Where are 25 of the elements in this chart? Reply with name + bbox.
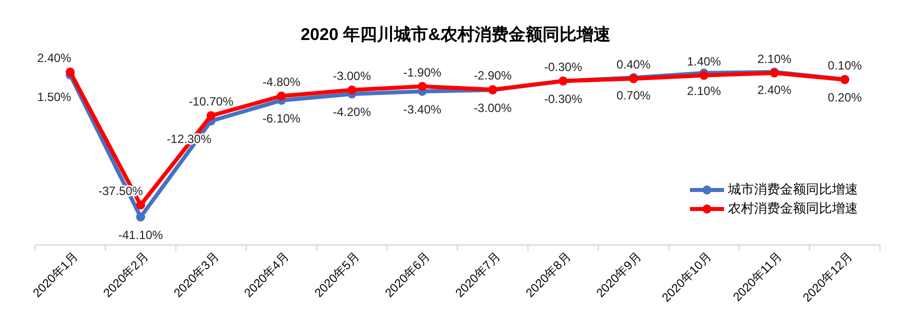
data-label: 2.40% [37, 51, 72, 65]
data-label: 0.70% [616, 88, 651, 103]
data-label: 0.40% [616, 58, 651, 72]
data-label: -3.40% [403, 102, 442, 116]
data-label: 2.10% [686, 84, 722, 98]
data-label: -4.20% [332, 105, 372, 119]
data-label: -41.10% [118, 228, 164, 242]
data-label: -0.30% [544, 60, 582, 74]
data-label: -3.00% [474, 101, 512, 115]
data-label: 0.20% [828, 90, 862, 104]
chart-title: 2020 年四川城市&农村消费金额同比增速 [300, 25, 610, 44]
data-label: -1.90% [403, 65, 442, 80]
legend-label: 城市消费金额同比增速 [727, 181, 858, 196]
data-label: -10.70% [188, 94, 234, 109]
data-label: -0.30% [544, 92, 582, 106]
data-label: -4.80% [262, 75, 301, 89]
data-label: -2.90% [474, 68, 512, 83]
legend-label: 农村消费金额同比增速 [728, 200, 858, 216]
data-label: 0.10% [828, 58, 862, 73]
data-label: 2.10% [757, 52, 792, 66]
data-label: 2.40% [757, 83, 792, 97]
data-label: -6.10% [262, 111, 301, 126]
data-label: -3.00% [332, 69, 372, 83]
data-label: 1.40% [686, 54, 722, 68]
data-label: 1.50% [37, 90, 72, 104]
